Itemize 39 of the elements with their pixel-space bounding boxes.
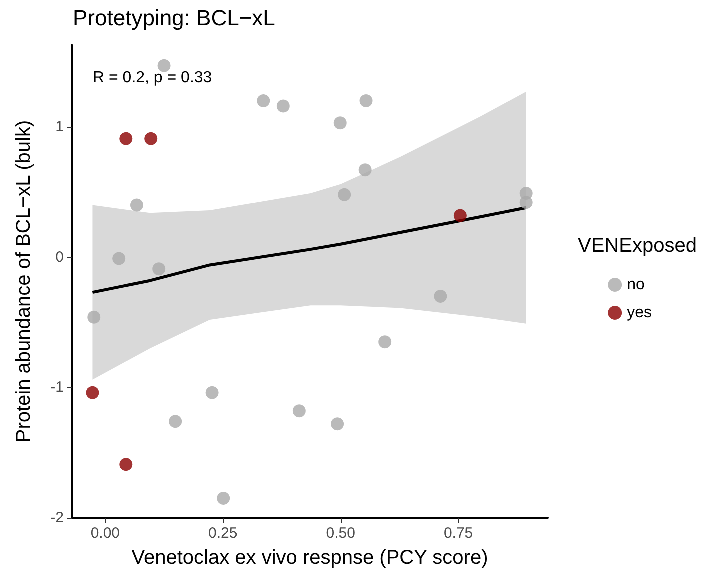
point	[144, 132, 158, 146]
point	[331, 418, 344, 431]
point	[338, 188, 352, 202]
y-tick-label: 0	[56, 248, 64, 266]
annotation: R = 0.2, p = 0.33	[93, 70, 212, 86]
chart-title: Protetyping: BCL−xL	[73, 6, 276, 30]
point	[120, 458, 133, 472]
point	[520, 196, 533, 210]
point	[120, 132, 133, 146]
point	[152, 262, 166, 276]
y-tick-label: 1	[56, 118, 64, 136]
point	[112, 252, 126, 266]
y-tick-label: -1	[50, 379, 64, 396]
point	[158, 59, 171, 72]
legend-label: no	[627, 276, 645, 294]
point	[217, 492, 230, 505]
point	[378, 336, 392, 349]
x-axis-title: Venetoclax ex vivo respnse (PCY score)	[132, 547, 488, 569]
x-tick-label: 0.75	[444, 525, 474, 542]
point	[360, 94, 373, 108]
y-axis-title: Protein abundance of BCL−xL (bulk)	[13, 120, 35, 443]
legend-label: yes	[627, 304, 652, 322]
point	[358, 164, 372, 177]
point	[169, 415, 182, 428]
x-tick-label: 0.25	[208, 525, 238, 542]
point	[434, 290, 448, 303]
point	[292, 404, 306, 418]
y-tick-label: -2	[50, 510, 64, 526]
x-tick-label: 0.00	[90, 525, 120, 542]
point	[276, 100, 290, 113]
legend-title: VENExposed	[578, 235, 697, 257]
point	[88, 310, 101, 324]
point	[334, 116, 347, 130]
x-tick-label: 0.50	[326, 525, 356, 542]
point	[454, 209, 467, 222]
point	[130, 198, 144, 212]
point	[206, 386, 219, 400]
point	[257, 94, 270, 108]
point	[86, 386, 100, 400]
